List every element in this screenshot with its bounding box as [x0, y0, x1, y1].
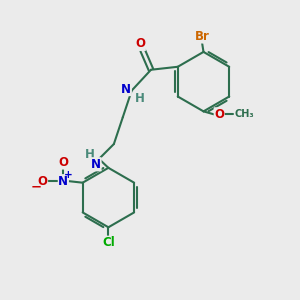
Text: Cl: Cl	[102, 236, 115, 249]
Text: N: N	[91, 158, 101, 171]
Text: H: H	[135, 92, 145, 105]
Text: O: O	[135, 38, 145, 50]
Text: O: O	[214, 108, 224, 121]
Text: N: N	[58, 175, 68, 188]
Text: Br: Br	[195, 30, 209, 43]
Text: O: O	[38, 175, 47, 188]
Text: H: H	[85, 148, 94, 161]
Text: −: −	[30, 181, 41, 194]
Text: N: N	[121, 82, 131, 96]
Text: +: +	[64, 170, 73, 180]
Text: O: O	[58, 156, 68, 169]
Text: CH₃: CH₃	[235, 109, 254, 119]
